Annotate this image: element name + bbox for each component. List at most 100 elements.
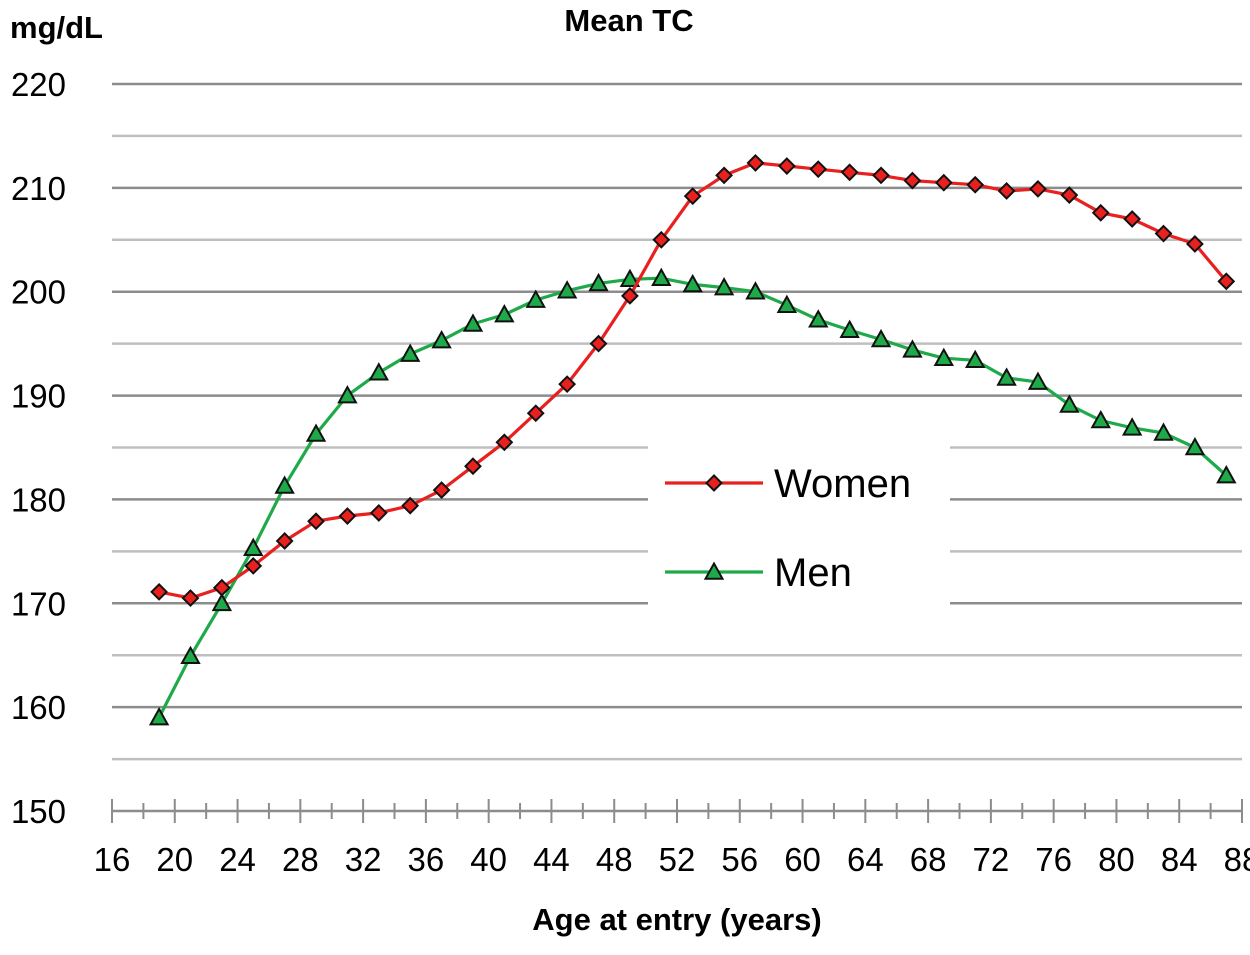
x-tick-label: 48 [596,841,633,878]
data-point-men [1121,417,1143,436]
data-point-women [997,182,1016,200]
x-tick-label: 60 [784,841,821,878]
x-tick-label: 44 [533,841,570,878]
data-point-men [1216,464,1237,484]
data-point-men [494,304,515,323]
data-point-women [683,187,702,206]
data-point-women [212,578,231,597]
data-point-women [464,457,482,476]
data-point-men [525,289,546,308]
data-point-men [1184,436,1206,456]
data-point-men [180,645,201,665]
data-point-women [526,404,545,423]
data-point-women [652,230,671,249]
x-tick-label: 52 [659,841,696,878]
data-point-men [1027,371,1049,390]
data-point-men [933,347,955,366]
data-point-women [1029,179,1047,198]
data-point-women [1217,272,1236,291]
plot-area [148,154,1237,726]
data-point-women [1060,186,1079,205]
y-tick-label: 160 [11,689,66,726]
chart-title: Mean TC [564,3,693,38]
x-axis-title: Age at entry (years) [532,902,821,937]
data-point-men [808,309,829,328]
data-point-women [150,582,168,601]
data-point-women [934,173,953,192]
data-point-women [338,507,357,525]
data-point-women [872,166,890,185]
data-point-men [651,267,672,287]
legend-label-women: Women [774,462,911,506]
x-tick-label: 40 [470,841,507,878]
data-point-women [809,160,828,179]
x-tick-label: 72 [973,841,1010,878]
x-tick-label: 56 [721,841,758,878]
y-tick-label: 200 [11,274,66,311]
data-point-women [746,154,765,172]
data-point-men [588,272,609,292]
data-point-men [368,362,390,381]
x-axis: 150 160 170 180 190 200 210 220 16 20 24 28 32 36 40 44… [11,66,1250,878]
data-point-women [840,163,859,182]
data-point-women [401,496,420,515]
y-tick-label: 180 [11,481,66,518]
data-point-men [745,281,766,300]
data-point-women [181,589,200,608]
x-tick-label: 88 [1224,841,1250,878]
data-point-women [589,334,608,353]
data-point-women [244,556,263,575]
data-point-women [275,532,294,550]
data-point-men [243,537,264,557]
data-point-men [148,706,170,726]
y-tick-label: 170 [11,585,66,622]
data-point-men [839,319,860,338]
data-point-men [274,475,295,494]
y-axis-unit-label: mg/dL [10,10,103,45]
data-point-women [715,166,733,185]
data-point-men [776,294,798,314]
data-point-men [211,592,233,612]
data-point-men [399,343,421,362]
data-point-women [1123,210,1142,228]
x-tick-label: 28 [282,841,319,878]
data-point-men [1059,394,1080,413]
legend: Women Men [665,462,911,595]
data-point-men [964,349,986,369]
y-tick-label: 150 [11,793,66,830]
data-point-women [495,433,514,452]
y-tick-label: 190 [11,378,66,415]
x-tick-label: 20 [156,841,193,878]
data-point-women [903,171,922,190]
data-point-men [902,339,923,358]
data-point-women [777,157,796,175]
legend-background [648,440,950,620]
x-tick-label: 16 [94,841,131,878]
data-point-women [307,512,325,531]
x-tick-label: 76 [1035,841,1072,878]
data-point-men [556,280,578,299]
y-tick-label: 220 [11,66,66,103]
x-tick-label: 68 [910,841,947,878]
data-point-men [1090,409,1111,429]
data-point-women [966,175,985,194]
data-point-women [621,286,639,305]
y-tick-label: 210 [11,170,66,207]
data-point-men [337,385,358,404]
legend-label-men: Men [774,551,852,595]
x-tick-label: 84 [1161,841,1198,878]
data-point-women [1186,235,1204,253]
data-point-men [462,313,484,332]
data-point-men [305,423,327,442]
data-point-men [996,367,1017,386]
x-tick-label: 32 [345,841,382,878]
data-point-women [432,481,451,499]
data-point-women [1091,203,1110,222]
data-point-men [619,268,641,288]
x-tick-label: 80 [1098,841,1135,878]
data-point-men [682,273,703,293]
data-point-women [369,504,388,522]
x-tick-label: 64 [847,841,884,878]
